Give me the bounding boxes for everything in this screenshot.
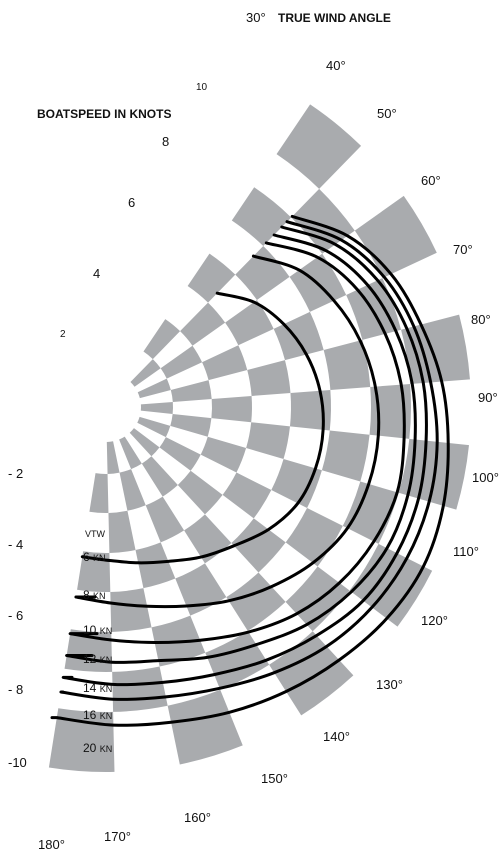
angle-tick-80: 80° (471, 312, 491, 327)
grid-cell (247, 360, 290, 396)
angle-tick-140: 140° (323, 729, 350, 744)
chart-title: TRUE WIND ANGLE (278, 11, 391, 25)
angle-tick-60: 60° (421, 173, 441, 188)
grid-cell (143, 319, 180, 359)
grid-cell (168, 690, 243, 765)
angle-tick-70: 70° (453, 242, 473, 257)
grid-cell (142, 456, 178, 496)
grid-cell (271, 459, 322, 508)
grid-cell (141, 402, 173, 414)
radial-tick-upper-10: 10 (196, 82, 208, 93)
radial-axis-label: BOATSPEED IN KNOTS (37, 107, 171, 121)
angle-tick-50: 50° (377, 106, 397, 121)
grid-cell (112, 667, 168, 712)
angle-tick-160: 160° (184, 810, 211, 825)
grid-cell (175, 563, 226, 615)
radial-tick-lower-0: - 2 (8, 466, 23, 481)
angle-tick-30: 30° (246, 10, 266, 25)
grid-cell (322, 431, 370, 482)
series-label: 8 KN (83, 588, 106, 602)
angle-tick-170: 170° (104, 829, 131, 844)
radial-tick-lower-3: - 8 (8, 682, 23, 697)
grid-cell (130, 359, 160, 387)
angle-tick-130: 130° (376, 677, 403, 692)
radial-tick-lower-1: - 4 (8, 537, 23, 552)
grid-cell (120, 469, 146, 511)
angle-tick-40: 40° (326, 58, 346, 73)
series-label: 16 KN (83, 708, 112, 722)
grid-cell (171, 380, 212, 402)
grid-cell (89, 473, 108, 513)
checkerboard-grid (49, 104, 470, 772)
grid-cell (137, 417, 170, 437)
series-header: VTW (85, 529, 106, 539)
grid-cell (202, 345, 247, 380)
radial-tick-upper-8: 8 (162, 134, 169, 149)
series-label: 6 KN (83, 550, 106, 564)
radial-tick-lower-4: -10 (8, 755, 27, 770)
series-label: 20 KN (83, 741, 112, 755)
grid-cell (235, 246, 289, 300)
grid-cell (223, 473, 272, 519)
radial-tick-upper-2: 2 (60, 329, 66, 340)
radial-tick-upper-6: 6 (128, 195, 135, 210)
grid-cell (286, 508, 343, 567)
angle-tick-100: 100° (472, 470, 499, 485)
grid-cell (201, 437, 246, 473)
grid-cell (146, 497, 184, 543)
angle-tick-120: 120° (421, 613, 448, 628)
grid-cell (290, 390, 331, 431)
grid-cell (170, 414, 211, 437)
radial-tick-upper-4: 4 (93, 266, 100, 281)
grid-cell (246, 422, 290, 459)
angle-tick-180: 180° (38, 837, 65, 852)
angle-tick-150: 150° (261, 771, 288, 786)
grid-cell (110, 588, 151, 632)
grid-cell (274, 312, 324, 360)
grid-cell (277, 104, 362, 188)
grid-cell (355, 196, 437, 278)
grid-cell (225, 300, 274, 345)
angle-tick-90: 90° (478, 390, 498, 405)
grid-cell (138, 379, 171, 398)
series-label: 12 KN (83, 652, 112, 666)
grid-cell (231, 518, 285, 572)
grid-cell (108, 511, 135, 553)
grid-cell (160, 437, 201, 471)
grid-cell (136, 542, 176, 588)
grid-cell (161, 346, 202, 379)
grid-cell (180, 303, 225, 346)
grid-cell (178, 471, 223, 515)
grid-cell (107, 441, 120, 474)
grid-cell (211, 396, 252, 422)
angle-tick-110: 110° (453, 544, 479, 559)
radial-tick-lower-2: - 6 (8, 608, 23, 623)
grid-cell (269, 631, 353, 715)
series-label: 10 KN (83, 623, 112, 637)
series-label: 14 KN (83, 681, 112, 695)
